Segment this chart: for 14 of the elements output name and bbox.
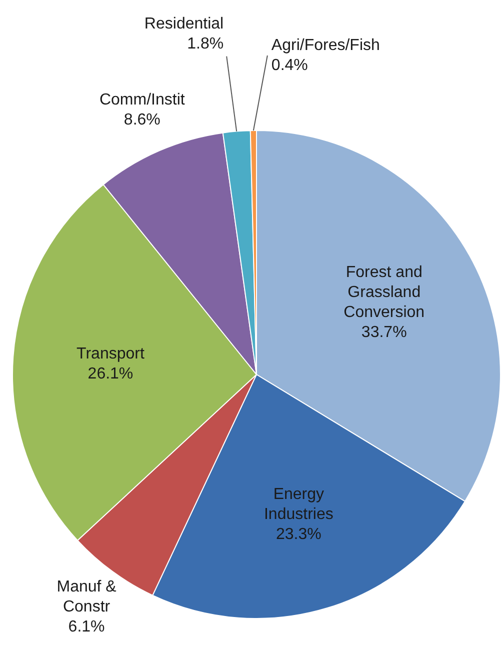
slice-label: Residential xyxy=(144,16,224,33)
data-label: 33.7% xyxy=(361,324,407,342)
slice-label: Agri/Fores/Fish xyxy=(271,36,380,54)
slice-label: Forest and Grassland Conversion xyxy=(344,264,425,322)
data-label: 0.4% xyxy=(271,56,308,74)
data-label: 26.1% xyxy=(88,365,134,382)
slice-label: Transport xyxy=(76,345,145,362)
data-label: 1.8% xyxy=(187,36,224,53)
slice-label: Manuf & Constr xyxy=(56,578,117,616)
data-label: 8.6% xyxy=(124,112,160,129)
data-label: 6.1% xyxy=(68,618,105,636)
slice-label: Comm/Instit xyxy=(99,92,186,109)
data-label: 23.3% xyxy=(276,526,322,544)
slice-label: Energy Industries xyxy=(264,486,334,524)
